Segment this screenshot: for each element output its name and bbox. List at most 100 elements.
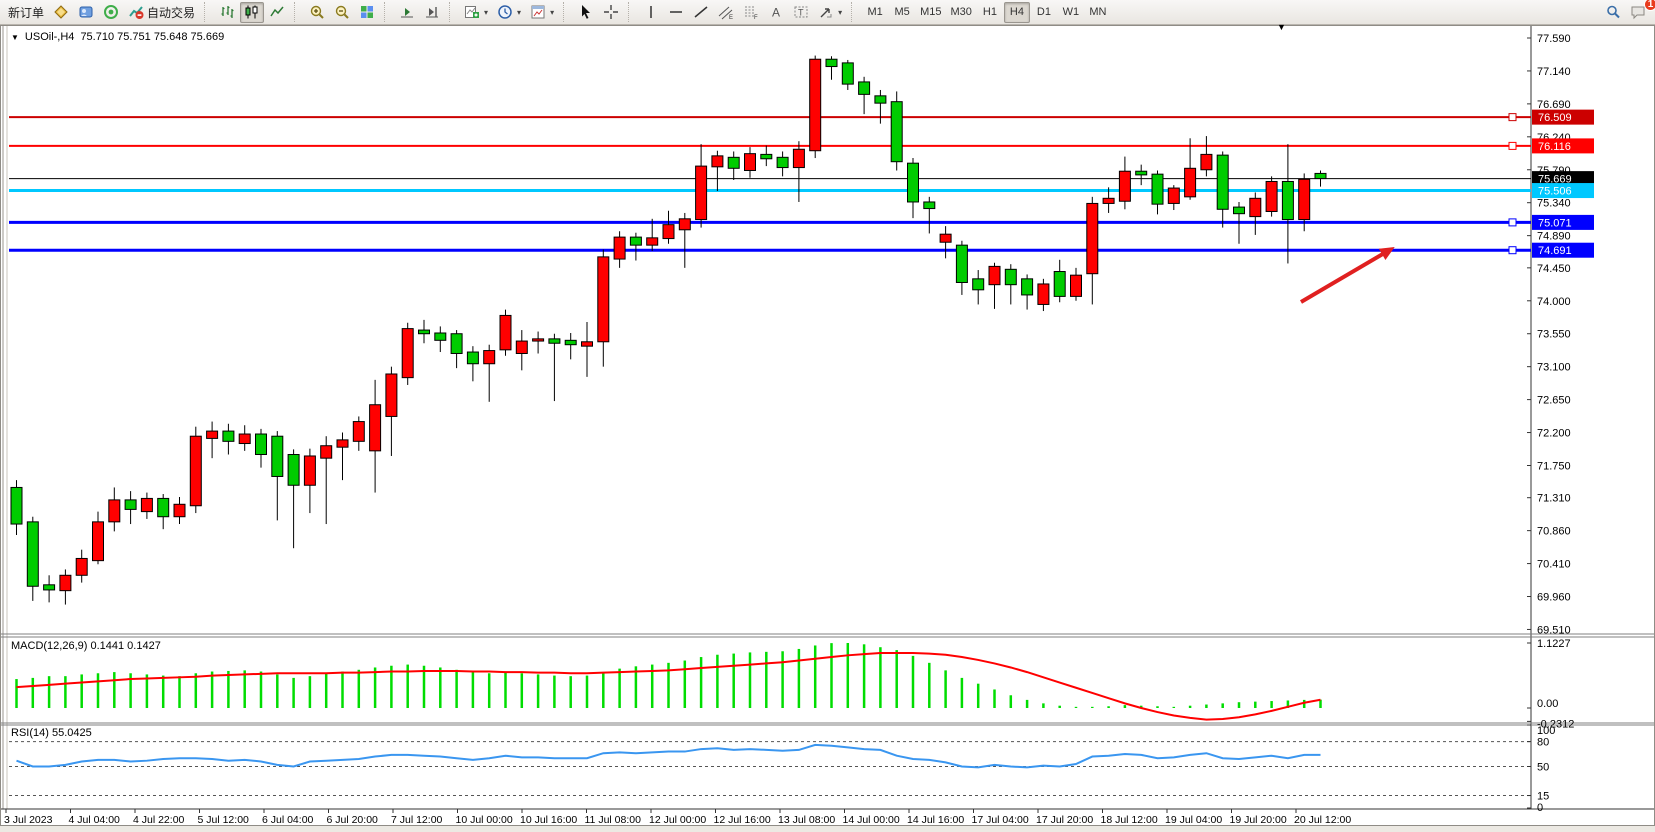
timeframe-M30[interactable]: M30 bbox=[947, 2, 976, 23]
candle bbox=[10, 480, 23, 536]
price-line-label: 76.509 bbox=[1532, 109, 1594, 125]
timeframe-H4[interactable]: H4 bbox=[1003, 1, 1030, 23]
candle bbox=[1265, 176, 1278, 217]
symbol-period-label: USOil-,H4 bbox=[24, 31, 75, 43]
toolbar: 新订单 自动交易 bbox=[0, 0, 1655, 25]
timeframe-M5[interactable]: M5 bbox=[889, 2, 915, 23]
candle bbox=[515, 330, 528, 371]
bar-chart-glyph bbox=[221, 6, 234, 18]
new-order-button[interactable]: 新订单 bbox=[4, 2, 48, 23]
candle bbox=[43, 575, 56, 603]
candle bbox=[271, 431, 284, 521]
bar-chart-icon[interactable] bbox=[215, 2, 239, 23]
price-line-label: 75.669 bbox=[1532, 171, 1594, 187]
time-tick-label: 19 Jul 20:00 bbox=[1230, 814, 1287, 825]
zoom-out-icon[interactable] bbox=[330, 2, 354, 23]
templates-icon[interactable]: ▾ bbox=[526, 2, 558, 23]
timeframe-D1[interactable]: D1 bbox=[1031, 2, 1057, 23]
line-drag-handle[interactable] bbox=[1508, 246, 1517, 255]
tile-windows-icon[interactable] bbox=[355, 2, 379, 23]
line-drag-handle[interactable] bbox=[1508, 141, 1517, 150]
crosshair-icon[interactable] bbox=[599, 2, 623, 23]
candle bbox=[434, 326, 447, 353]
zoom-in-icon[interactable] bbox=[305, 2, 329, 23]
candle bbox=[499, 309, 512, 356]
auto-trading-glyph bbox=[129, 6, 144, 19]
fibonacci-glyph: F bbox=[745, 6, 758, 20]
timeframe-W1[interactable]: W1 bbox=[1058, 2, 1084, 23]
chat-icon[interactable] bbox=[1626, 2, 1651, 23]
navigator-icon[interactable] bbox=[74, 2, 98, 23]
candle bbox=[548, 333, 561, 402]
price-tick-label: 69.960 bbox=[1537, 592, 1571, 604]
auto-scroll-icon[interactable] bbox=[395, 2, 419, 23]
periods-clock-icon[interactable]: ▾ bbox=[493, 2, 525, 23]
symbol-quote-line: ▼ USOil-,H4 75.710 75.751 75.648 75.669 bbox=[11, 31, 224, 43]
price-tick-label: 71.750 bbox=[1537, 460, 1571, 472]
vertical-line-icon[interactable] bbox=[639, 2, 663, 23]
scroll-end-marker[interactable]: ▼ bbox=[1277, 22, 1286, 32]
candle bbox=[711, 150, 724, 191]
crosshair-glyph bbox=[604, 5, 619, 19]
time-tick-label: 18 Jul 12:00 bbox=[1101, 814, 1158, 825]
price-tick-label: 70.410 bbox=[1537, 559, 1571, 571]
candle bbox=[646, 218, 659, 252]
rsi-label: RSI(14) 55.0425 bbox=[11, 727, 92, 739]
vertical-line-glyph bbox=[650, 6, 652, 18]
candle bbox=[825, 56, 838, 80]
text-label-icon[interactable]: T bbox=[789, 2, 813, 23]
line-drag-handle[interactable] bbox=[1508, 113, 1517, 122]
rsi-line bbox=[16, 743, 1321, 769]
timeframe-M15[interactable]: M15 bbox=[916, 2, 945, 23]
svg-text:75.071: 75.071 bbox=[1538, 217, 1572, 229]
text-icon[interactable]: A bbox=[764, 2, 788, 23]
clock-glyph bbox=[498, 5, 512, 19]
price-tick-label: 73.550 bbox=[1537, 329, 1571, 341]
search-icon[interactable] bbox=[1601, 2, 1625, 23]
toolbar-separator bbox=[563, 2, 570, 22]
market-watch-icon[interactable] bbox=[49, 2, 73, 23]
candle bbox=[303, 448, 316, 514]
timeframe-M1[interactable]: M1 bbox=[862, 2, 888, 23]
candle bbox=[352, 416, 365, 451]
candle bbox=[483, 344, 496, 402]
chart-shift-icon[interactable] bbox=[420, 2, 444, 23]
candle bbox=[255, 428, 267, 468]
svg-text:74.691: 74.691 bbox=[1538, 245, 1572, 257]
trendline-icon[interactable] bbox=[689, 2, 713, 23]
fibonacci-icon[interactable]: F bbox=[739, 2, 763, 23]
text-label-glyph: T bbox=[794, 6, 808, 18]
candle bbox=[760, 145, 773, 167]
chevron-down-icon[interactable]: ▼ bbox=[11, 32, 19, 42]
shapes-icon[interactable]: ▾ bbox=[814, 2, 846, 23]
candle bbox=[238, 425, 251, 451]
trendline-glyph bbox=[694, 6, 708, 18]
notification-badge[interactable]: 1 bbox=[1644, 0, 1655, 11]
price-line-label: 76.116 bbox=[1532, 138, 1594, 154]
line-chart-icon[interactable] bbox=[265, 2, 289, 23]
candle bbox=[450, 330, 463, 369]
cursor-icon[interactable] bbox=[574, 2, 598, 23]
line-drag-handle[interactable] bbox=[1508, 218, 1517, 227]
arrow-annotation[interactable] bbox=[1299, 246, 1395, 304]
candlestick-chart-icon[interactable] bbox=[240, 1, 265, 23]
equidistant-channel-icon[interactable]: E bbox=[714, 2, 738, 23]
timeframe-MN[interactable]: MN bbox=[1085, 2, 1111, 23]
candle bbox=[792, 141, 805, 202]
time-tick-label: 6 Jul 20:00 bbox=[327, 814, 379, 825]
candle bbox=[75, 549, 88, 583]
candle bbox=[92, 511, 104, 565]
candle bbox=[972, 270, 985, 305]
indicators-add-icon[interactable]: ▾ bbox=[460, 2, 492, 23]
time-tick-label: 11 Jul 08:00 bbox=[585, 814, 642, 825]
candlestick-glyph bbox=[245, 5, 258, 19]
channel-glyph: E bbox=[718, 6, 733, 20]
candle bbox=[1314, 170, 1327, 187]
timeframe-H1[interactable]: H1 bbox=[977, 2, 1003, 23]
candle bbox=[678, 212, 691, 268]
signal-icon[interactable] bbox=[99, 2, 123, 23]
candle bbox=[1004, 264, 1017, 305]
horizontal-line-icon[interactable] bbox=[664, 2, 688, 23]
candle bbox=[890, 91, 903, 171]
auto-trading-button[interactable]: 自动交易 bbox=[124, 2, 199, 23]
